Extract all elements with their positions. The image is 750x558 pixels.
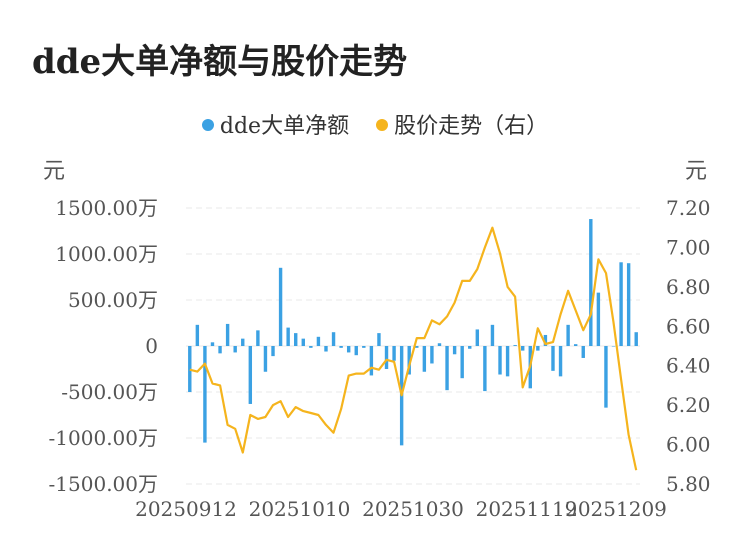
legend-dot-icon	[376, 119, 389, 131]
line-series	[189, 226, 638, 471]
price-line	[189, 226, 638, 471]
bar	[573, 344, 578, 346]
bar	[468, 346, 472, 349]
bar	[369, 346, 374, 376]
left-tick-label: 1000.00万	[55, 242, 158, 266]
bar	[445, 346, 449, 391]
bar	[316, 336, 321, 346]
right-tick-label: 7.00	[666, 235, 711, 259]
legend-item-dde[interactable]: dde大单净额	[201, 108, 350, 140]
bar	[521, 346, 525, 351]
bar	[294, 333, 298, 346]
legend-label-dde: dde大单净额	[219, 114, 350, 139]
bar-series	[188, 219, 638, 446]
bar	[354, 346, 358, 356]
bar	[581, 346, 585, 358]
bar	[278, 267, 283, 346]
bar	[195, 324, 200, 346]
bar	[490, 324, 495, 346]
bar	[551, 346, 555, 371]
bar	[286, 327, 290, 346]
bar	[225, 323, 230, 346]
legend[interactable]: dde大单净额 股价走势（右）	[0, 108, 750, 140]
bar	[263, 346, 268, 372]
bar	[619, 262, 623, 346]
bar	[248, 346, 253, 404]
bar	[483, 346, 487, 392]
left-tick-label: -1000.00万	[49, 426, 158, 450]
bar	[536, 346, 540, 351]
bar	[422, 346, 427, 372]
bar	[407, 346, 411, 375]
bar	[498, 346, 502, 375]
right-tick-label: 5.80	[666, 472, 711, 496]
right-axis-unit: 元	[685, 159, 707, 184]
axis-labels: 1500.00万 1000.00万 500.00万 0 -500.00万 -1000.00…	[49, 196, 711, 521]
x-tick-label: 20251119	[476, 497, 578, 521]
bar	[566, 324, 570, 346]
chart-title: dde大单净额与股价走势	[32, 42, 408, 82]
left-tick-label: 0	[145, 334, 158, 358]
legend-label-price: 股价走势（右）	[394, 114, 549, 139]
bar	[430, 346, 434, 364]
bar	[309, 346, 313, 348]
right-tick-label: 6.60	[666, 314, 711, 338]
bar	[256, 330, 260, 346]
bar	[392, 346, 396, 361]
bar	[505, 346, 510, 377]
bar	[626, 263, 631, 346]
left-axis-unit: 元	[43, 159, 65, 184]
bar	[331, 332, 336, 346]
bar	[362, 346, 366, 348]
bar	[210, 342, 215, 346]
right-tick-label: 6.00	[666, 433, 711, 457]
bar	[233, 346, 237, 353]
left-tick-label: 500.00万	[68, 288, 158, 312]
right-tick-label: 6.40	[666, 354, 711, 378]
bar	[604, 346, 608, 408]
bar	[589, 219, 593, 346]
bar	[218, 346, 222, 354]
bar	[596, 292, 601, 346]
x-tick-label: 20251209	[565, 497, 667, 521]
left-tick-label: -1500.00万	[49, 472, 158, 496]
bar	[415, 346, 419, 348]
x-tick-label: 20250912	[135, 497, 237, 521]
bar	[203, 346, 207, 443]
right-tick-label: 6.20	[666, 393, 711, 417]
legend-dot-icon	[201, 119, 214, 131]
right-tick-label: 7.20	[666, 196, 711, 220]
bar	[611, 346, 616, 347]
left-tick-label: -500.00万	[61, 380, 158, 404]
legend-item-price[interactable]: 股价走势（右）	[376, 108, 548, 140]
bar	[513, 345, 517, 346]
bar	[543, 334, 548, 346]
bar	[346, 346, 351, 353]
right-tick-label: 6.80	[666, 275, 711, 299]
bar	[377, 333, 381, 346]
bar	[634, 332, 638, 346]
bar	[558, 346, 563, 377]
bar	[384, 346, 389, 369]
bar	[452, 346, 457, 355]
grid-lines	[186, 207, 640, 485]
left-tick-label: 1500.00万	[55, 196, 158, 220]
bar	[475, 329, 480, 346]
bar	[460, 346, 464, 379]
bar	[339, 346, 343, 348]
x-tick-label: 20251030	[362, 497, 464, 521]
bar	[271, 346, 275, 357]
bar	[437, 343, 442, 346]
x-tick-label: 20251010	[249, 497, 351, 521]
bar	[188, 346, 192, 392]
bar	[324, 346, 328, 352]
bar	[301, 338, 305, 346]
bar	[241, 338, 245, 346]
